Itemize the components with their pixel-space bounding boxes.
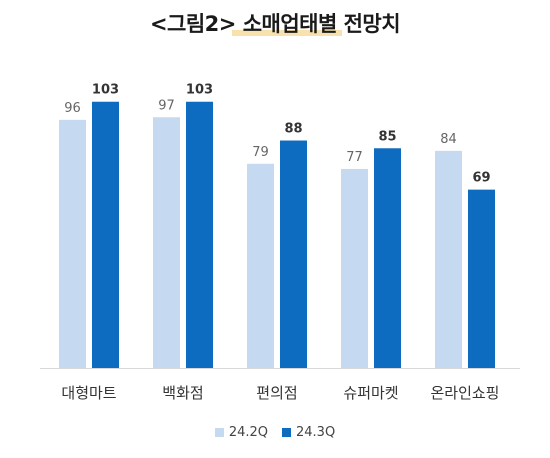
data-label-curr-2: 88 [284, 122, 302, 137]
legend-swatch-prev [214, 428, 224, 437]
bar-curr-4 [468, 189, 495, 368]
category-label-0: 대형마트 [61, 384, 116, 402]
data-label-prev-4: 84 [440, 132, 457, 147]
data-label-curr-0: 103 [92, 83, 119, 98]
legend-swatch-curr [282, 428, 291, 437]
legend-item-curr: 24.3Q [282, 425, 335, 440]
data-label-prev-1: 97 [158, 98, 175, 113]
data-label-curr-3: 85 [378, 129, 396, 144]
legend-label-curr: 24.3Q [296, 425, 336, 440]
legend-item-prev: 24.2Q [214, 425, 268, 440]
data-label-curr-1: 103 [186, 83, 213, 98]
bar-prev-3 [341, 168, 368, 368]
bar-prev-2 [247, 163, 274, 368]
chart-title-wrap: <그림2> 소매업태별 전망치 [0, 8, 550, 38]
category-label-2: 편의점 [256, 384, 297, 402]
bar-curr-1 [186, 101, 213, 369]
bar-curr-0 [92, 101, 119, 369]
bar-prev-4 [435, 150, 462, 368]
data-label-prev-2: 79 [252, 145, 269, 160]
data-label-curr-4: 69 [472, 171, 490, 186]
category-label-3: 슈퍼마켓 [343, 384, 398, 402]
title-highlight [232, 30, 342, 36]
bar-curr-3 [374, 148, 401, 368]
bar-curr-2 [280, 140, 307, 368]
data-label-prev-0: 96 [64, 101, 81, 116]
legend: 24.2Q 24.3Q [0, 425, 550, 440]
bar-prev-1 [153, 117, 180, 368]
legend-label-prev: 24.2Q [228, 425, 268, 440]
chart-title: <그림2> 소매업태별 전망치 [149, 12, 401, 36]
category-label-4: 온라인쇼핑 [430, 384, 499, 402]
bar-prev-0 [59, 119, 86, 368]
data-label-prev-3: 77 [346, 150, 363, 165]
category-label-1: 백화점 [162, 384, 203, 402]
